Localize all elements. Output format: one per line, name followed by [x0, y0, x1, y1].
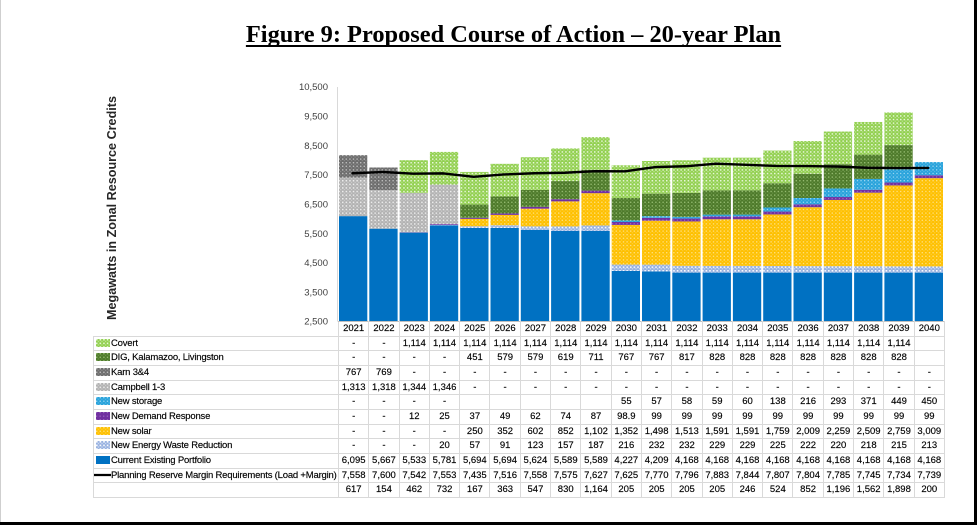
svg-text:7,500: 7,500 — [304, 170, 328, 181]
svg-text:8,500: 8,500 — [304, 141, 328, 152]
svg-text:9,500: 9,500 — [304, 112, 328, 123]
svg-text:4,500: 4,500 — [304, 258, 328, 269]
svg-text:5,500: 5,500 — [304, 229, 328, 240]
svg-text:Megawatts in Zonal Resource Cr: Megawatts in Zonal Resource Credits — [105, 96, 119, 320]
svg-text:3,500: 3,500 — [304, 287, 328, 298]
svg-text:2,500: 2,500 — [304, 317, 328, 328]
svg-text:6,500: 6,500 — [304, 199, 328, 210]
svg-text:10,500: 10,500 — [299, 82, 328, 93]
